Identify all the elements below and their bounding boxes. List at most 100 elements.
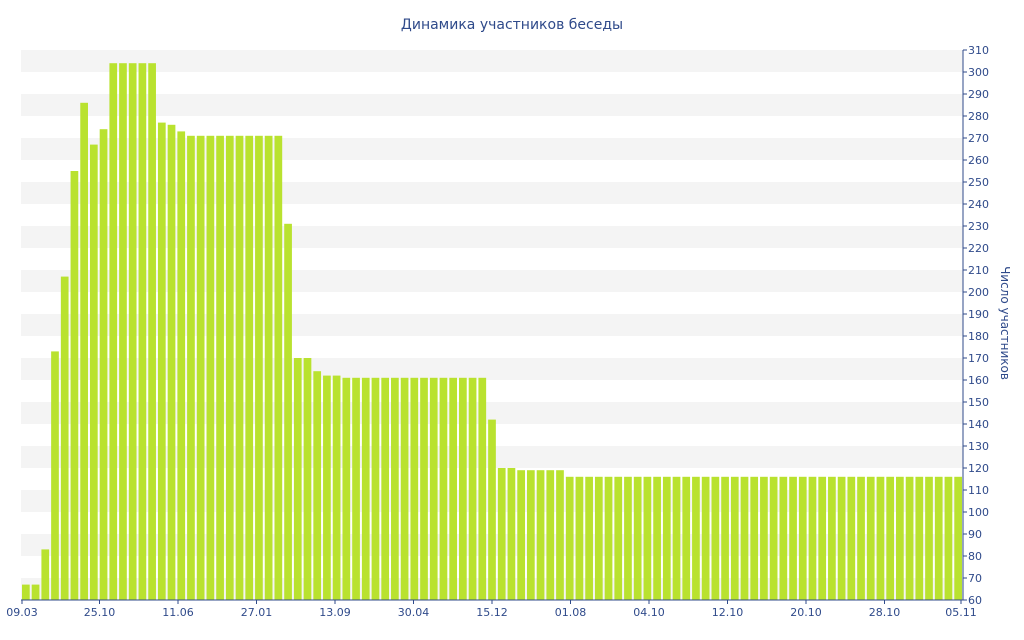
- bar: [400, 377, 409, 600]
- bar: [410, 377, 419, 600]
- grid-band: [21, 50, 963, 72]
- bar: [915, 476, 924, 600]
- y-tick-label: 120: [968, 462, 989, 475]
- bar: [857, 476, 865, 600]
- bar: [60, 276, 69, 600]
- bar: [585, 476, 593, 600]
- bar: [750, 476, 759, 600]
- bar: [187, 135, 195, 601]
- y-tick-label: 210: [968, 264, 989, 277]
- y-axis: 60 70 80 90 100 110 120 130 140 150 160 170 180 190 20…: [962, 44, 989, 607]
- y-tick-label: 60: [968, 594, 982, 607]
- bar: [798, 476, 807, 600]
- bar: [70, 171, 79, 600]
- y-tick-label: 290: [968, 88, 989, 101]
- bar: [925, 476, 933, 600]
- bar: [138, 63, 147, 600]
- bar: [235, 135, 244, 601]
- y-tick-label: 150: [968, 396, 989, 409]
- bar: [507, 468, 516, 600]
- bar: [99, 129, 108, 600]
- bar: [157, 122, 166, 600]
- y-tick-label: 190: [968, 308, 989, 321]
- bar: [526, 470, 535, 600]
- bar: [22, 584, 30, 600]
- bar: [662, 476, 671, 600]
- bar: [352, 377, 360, 600]
- bar: [361, 377, 370, 600]
- bar: [692, 476, 700, 600]
- bar: [51, 351, 59, 600]
- bar: [80, 102, 88, 601]
- x-tick-label: 13.09: [319, 606, 351, 619]
- bar: [711, 476, 720, 600]
- bar: [517, 470, 525, 600]
- bar: [323, 375, 331, 600]
- bar: [109, 63, 118, 600]
- x-tick-label: 25.10: [84, 606, 116, 619]
- bar: [701, 476, 710, 600]
- bar: [604, 476, 613, 600]
- bar: [837, 476, 846, 600]
- x-tick-label: 05.11: [945, 606, 977, 619]
- bar: [818, 476, 827, 600]
- bar: [284, 223, 292, 601]
- bar: [565, 476, 574, 600]
- chart-title: Динамика участников беседы: [401, 17, 623, 33]
- x-tick-label: 27.01: [241, 606, 273, 619]
- y-tick-label: 130: [968, 440, 989, 453]
- bar: [41, 549, 50, 600]
- bar: [730, 476, 739, 600]
- bar: [760, 476, 768, 600]
- bar: [536, 470, 545, 600]
- grid-band: [21, 94, 963, 116]
- y-tick-label: 70: [968, 572, 982, 585]
- bar: [303, 358, 312, 600]
- y-tick-label: 280: [968, 110, 989, 123]
- bar: [556, 470, 564, 600]
- x-tick-label: 28.10: [869, 606, 901, 619]
- bar: [721, 476, 729, 600]
- y-tick-label: 260: [968, 154, 989, 167]
- bar: [682, 476, 691, 600]
- y-tick-label: 200: [968, 286, 989, 299]
- bar: [293, 358, 302, 600]
- bar: [459, 377, 467, 600]
- x-tick-label: 11.06: [162, 606, 194, 619]
- bar: [954, 476, 962, 600]
- bar: [245, 135, 254, 601]
- bar: [808, 476, 817, 600]
- x-tick-label: 30.04: [398, 606, 430, 619]
- bar: [672, 476, 681, 600]
- y-tick-label: 80: [968, 550, 982, 563]
- bar: [546, 470, 555, 600]
- bar: [225, 135, 234, 601]
- bar: [371, 377, 380, 600]
- bar: [789, 476, 797, 600]
- bar: [779, 476, 788, 600]
- bar: [905, 476, 914, 600]
- y-tick-label: 90: [968, 528, 982, 541]
- bar: [624, 476, 632, 600]
- bar: [420, 377, 428, 600]
- bar: [643, 476, 652, 600]
- bar: [866, 476, 875, 600]
- bar: [119, 63, 127, 600]
- bar: [497, 468, 506, 600]
- bar: [429, 377, 438, 600]
- bar: [876, 476, 885, 600]
- bar: [255, 135, 263, 601]
- x-axis: 09.03 25.10 11.06 27.01 13.09 30.04 15.12 01.08…: [6, 599, 977, 619]
- bar: [575, 476, 584, 600]
- y-tick-label: 110: [968, 484, 989, 497]
- x-tick-label: 01.08: [555, 606, 587, 619]
- x-tick-label: 09.03: [6, 606, 38, 619]
- bar: [177, 131, 186, 600]
- bar: [332, 375, 341, 600]
- y-tick-label: 170: [968, 352, 989, 365]
- bar: [886, 476, 895, 600]
- y-tick-label: 220: [968, 242, 989, 255]
- bar: [216, 135, 224, 601]
- bar: [769, 476, 778, 600]
